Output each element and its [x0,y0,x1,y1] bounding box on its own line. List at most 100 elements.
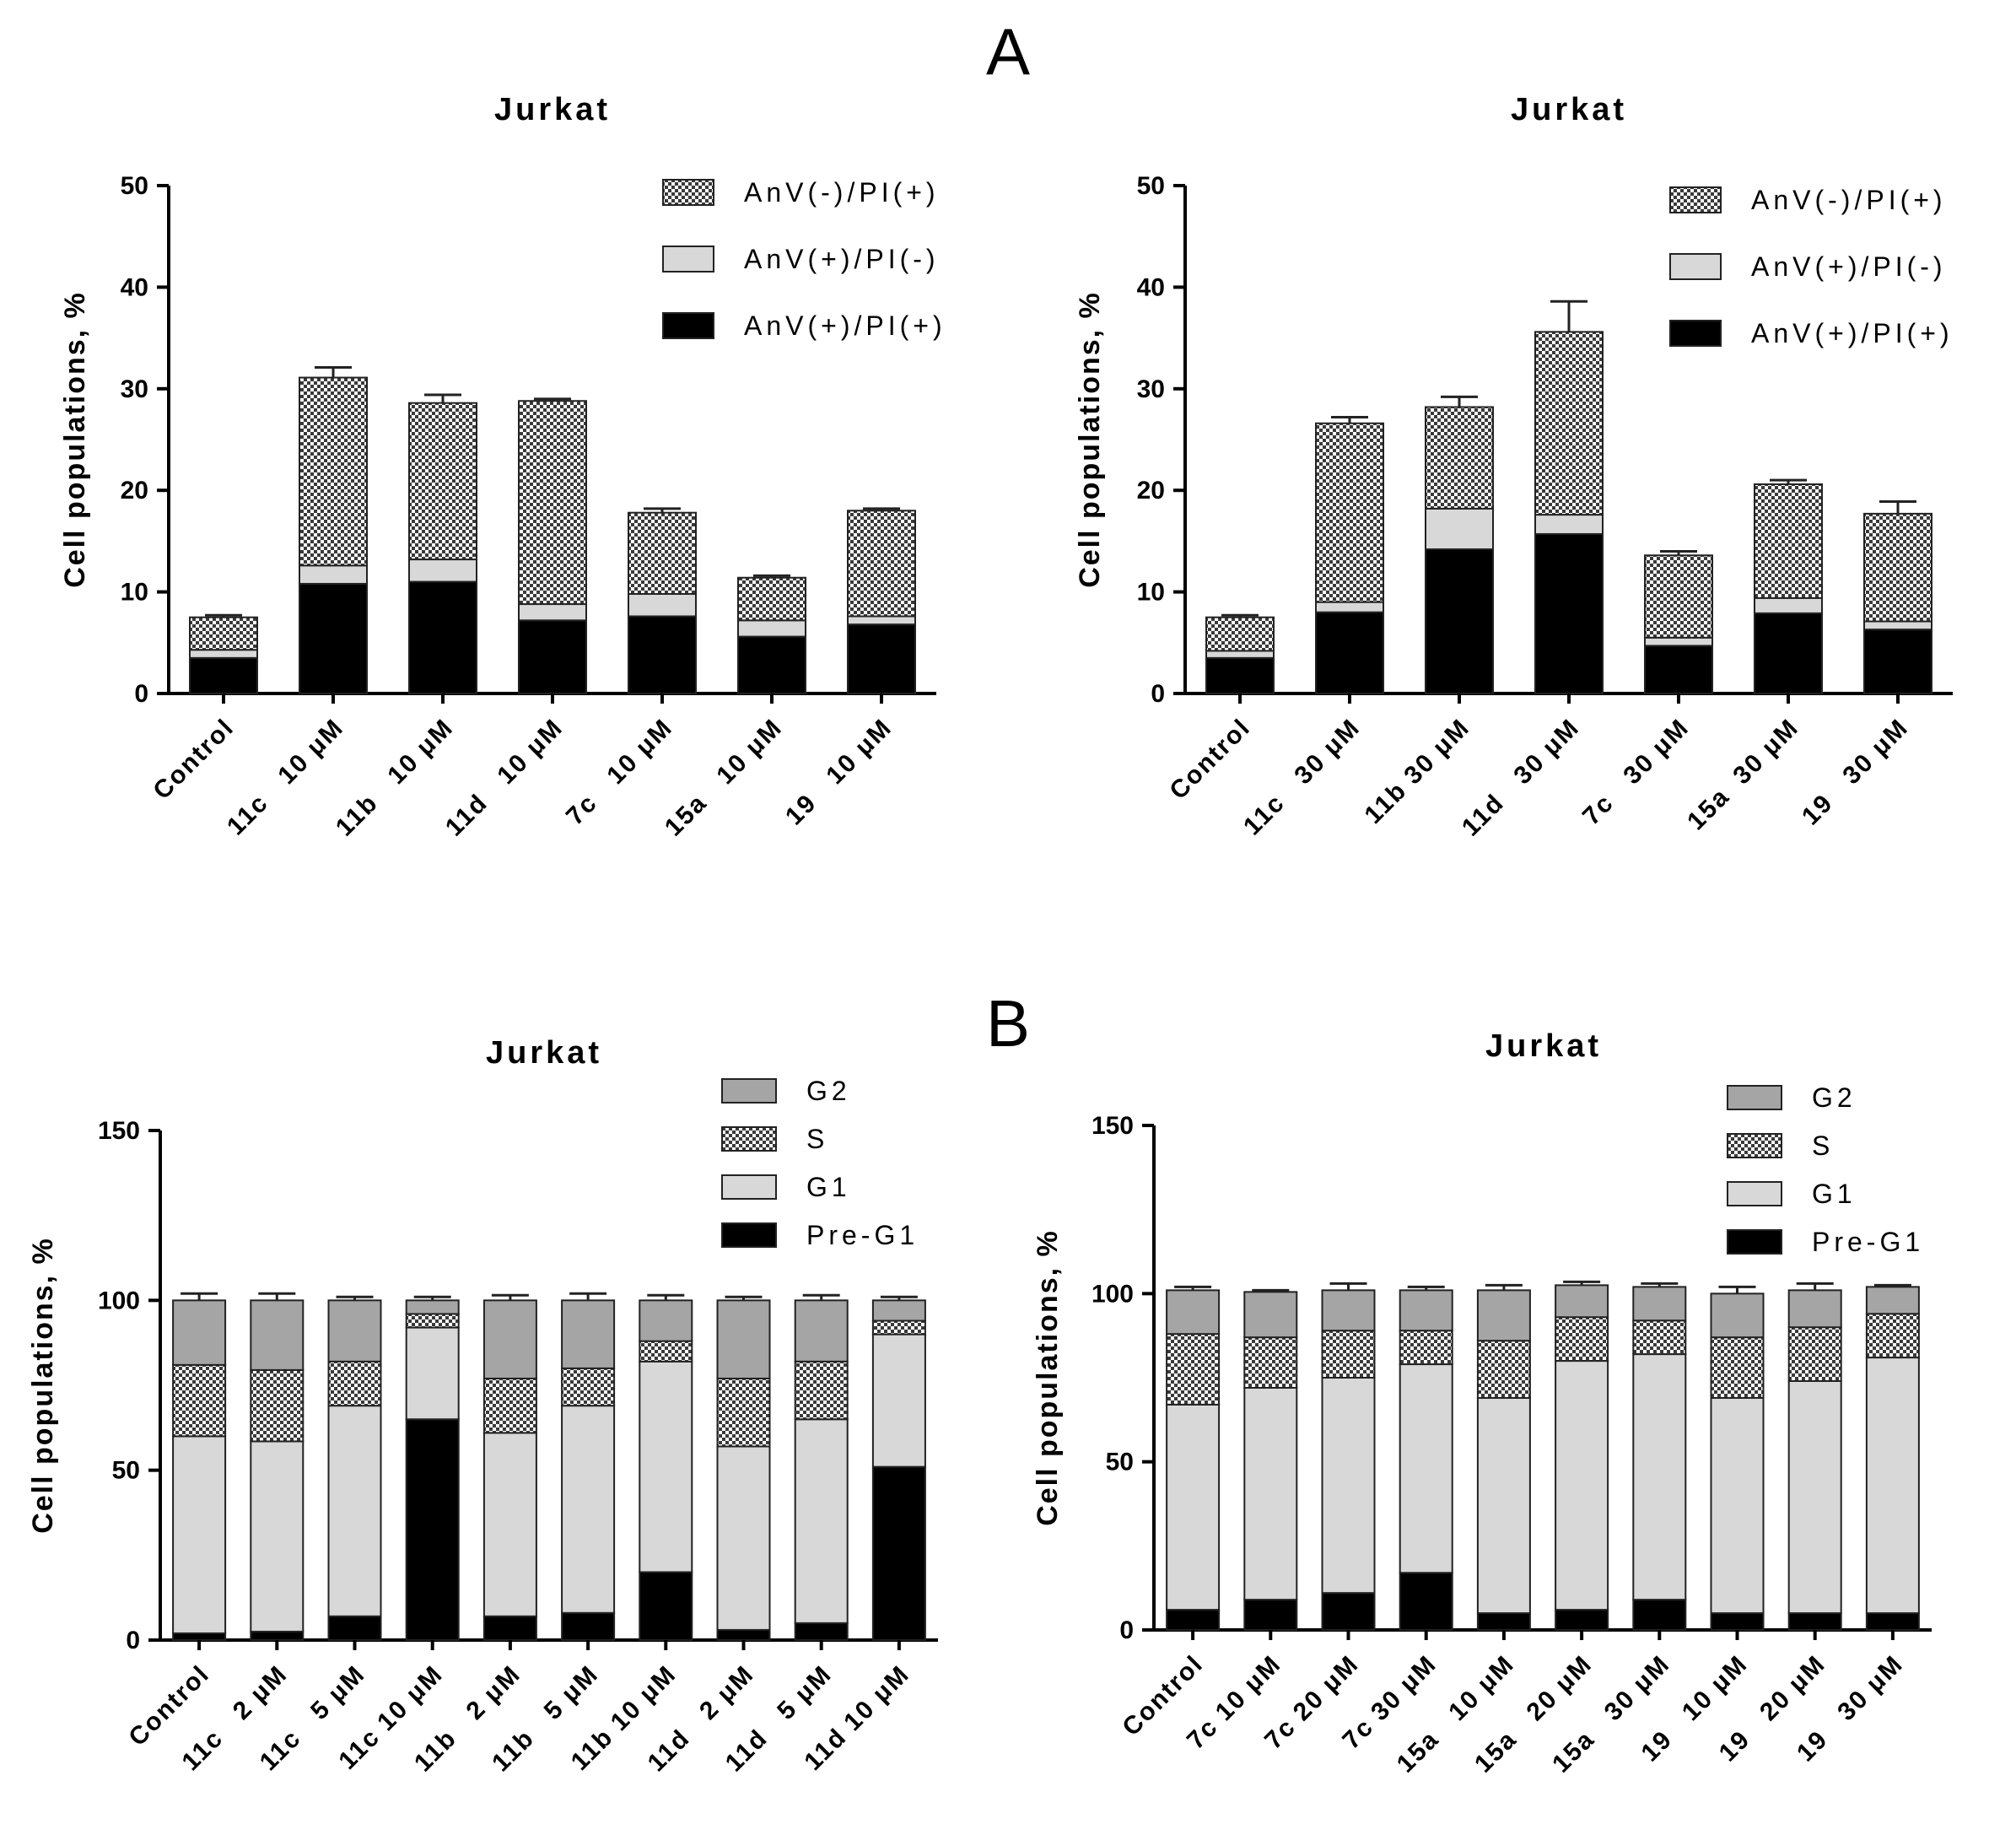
chart-a1-bar-anv-pi- [737,576,806,622]
chart-b2-bar-s [1710,1336,1765,1399]
chart-b1-bar-s [871,1319,926,1336]
chart-a2-y-tick-label: 20 [1137,477,1165,505]
chart-b2-bar-pre-g1 [1787,1612,1842,1631]
chart-a1-bar-anv-pi- [518,619,587,695]
chart-a2-title: Jurkat [1511,92,1627,127]
chart-b1-bar-g1 [327,1405,382,1617]
chart-b2-bar-g1 [1555,1360,1609,1611]
chart-a1-bar-anv-pi- [518,400,587,606]
chart-a1-y-tick-label: 20 [121,477,148,505]
chart-a1-y-tick-label: 0 [134,680,148,708]
chart-a2-legend-swatch [1669,320,1722,347]
chart-a2-bar-anv-pi- [1534,532,1604,694]
chart-a1-legend-label: AnV(+)/PI(+) [744,310,946,341]
chart-a2-y-tick-label: 10 [1137,579,1165,607]
chart-b2-y-tick-label: 0 [1119,1616,1134,1644]
chart-b1-y-tick-label: 100 [98,1287,140,1314]
chart-b2-bar-g1 [1321,1377,1376,1595]
chart-a2-y-tick-label: 0 [1151,680,1165,708]
chart-b1-bar-pre-g1 [405,1418,460,1642]
chart-b1-legend-swatch [721,1126,777,1152]
chart-a1-x-tick-label: 19 10 μM [780,714,897,831]
chart-b2-bar-g1 [1476,1396,1531,1615]
chart-a1-bar-anv-pi- [737,619,806,638]
chart-b2-legend-swatch [1727,1085,1782,1110]
chart-b1-bar-g1 [794,1418,849,1624]
chart-b1-bar-pre-g1 [561,1611,616,1641]
chart-b1-bar-s [250,1368,305,1443]
chart-b1-bar-g2 [639,1299,693,1342]
panel-label-b: B [986,986,1030,1060]
chart-b2-bar-s [1399,1330,1453,1366]
chart-a2-bar-anv-pi- [1863,512,1932,623]
chart-a2-x-tick-label: Control [1164,714,1256,806]
chart-b1-bar-g2 [327,1299,382,1363]
chart-b1-bar-pre-g1 [172,1632,227,1641]
chart-a1-legend-swatch [662,246,714,273]
chart-a2-legend-label: AnV(-)/PI(+) [1751,185,1947,215]
chart-b1-y-axis-label: Cell populations, % [27,1237,59,1534]
chart-a2-y-tick-label: 40 [1137,273,1165,301]
chart-b2-legend-swatch [1727,1229,1782,1255]
chart-b2-bar-s [1243,1336,1298,1389]
chart-b2-bar-pre-g1 [1710,1612,1765,1631]
chart-b1-bar-g1 [250,1440,305,1632]
chart-a1-bar-anv-pi- [628,593,697,618]
chart-b2-bar-g2 [1166,1289,1221,1336]
chart-b2-bar-g2 [1476,1289,1531,1342]
chart-a1-bar-anv-pi- [189,616,258,651]
chart-a1-x-tick-label: 11d 10 μM [440,714,569,842]
chart-b2-y-tick-label: 150 [1092,1112,1134,1140]
chart-b2-bar-g1 [1632,1353,1687,1601]
chart-b2-bar-g1 [1710,1396,1765,1615]
chart-b1-bar-g2 [561,1299,616,1369]
chart-b1-legend-label: G2 [806,1076,851,1106]
chart-b1-bar-g1 [871,1333,926,1468]
chart-b1-bar-pre-g1 [327,1615,382,1642]
chart-b1-bar-s [327,1360,382,1407]
chart-b1-legend-label: Pre-G1 [806,1220,919,1250]
chart-b2-bar-pre-g1 [1243,1599,1298,1631]
chart-b1-bar-g1 [172,1435,227,1634]
chart-a1-bar-anv-pi- [189,649,258,659]
chart-a1-legend-label: AnV(-)/PI(+) [744,177,940,208]
chart-b1-legend-swatch [721,1174,777,1200]
chart-b2-bar-g1 [1399,1363,1453,1574]
chart-b2-bar-s [1476,1340,1531,1399]
chart-b1-title: Jurkat [486,1035,602,1071]
chart-a2-bar-anv-pi- [1315,422,1384,603]
chart-b2-bar-g2 [1710,1292,1765,1339]
panel-label-a: A [986,14,1030,89]
chart-b2-bar-s [1555,1316,1609,1363]
chart-b2-legend-label: G1 [1812,1179,1857,1209]
chart-b1-legend-label: G1 [806,1172,851,1202]
chart-b2-bar-pre-g1 [1321,1592,1376,1631]
chart-b1-bar-g1 [482,1432,537,1617]
chart-a2-legend-label: AnV(+)/PI(-) [1751,251,1947,282]
chart-b1-y-tick-label: 150 [98,1117,140,1145]
chart-a2-y-tick-label: 30 [1137,375,1165,403]
chart-b1-bar-s [716,1377,771,1448]
chart-a1-legend-swatch [662,312,714,339]
chart-a1-x-tick-label: 15a 10 μM [660,714,788,842]
chart-b1-bar-pre-g1 [250,1630,305,1642]
chart-b2-title: Jurkat [1485,1028,1602,1064]
chart-a2-bar-anv-pi- [1644,645,1713,694]
chart-b2-legend-swatch [1727,1181,1782,1206]
chart-a2-bar-anv-pi- [1644,554,1713,639]
chart-a1-y-tick-label: 10 [121,579,148,607]
chart-b2-bar-pre-g1 [1865,1612,1920,1631]
chart-b1-bar-g2 [871,1299,926,1322]
chart-a2-legend-swatch [1669,253,1722,280]
chart-a1-bar-anv-pi- [518,603,587,622]
chart-a1-bar-anv-pi- [408,580,477,694]
chart-b2-bar-s [1632,1319,1687,1356]
chart-b1-y-tick-label: 50 [112,1457,140,1485]
chart-a1-title: Jurkat [494,92,611,127]
chart-a2-bar-anv-pi- [1205,656,1275,694]
chart-b2-bar-s [1166,1333,1221,1406]
chart-a2-bar-anv-pi- [1754,483,1823,599]
chart-a2-bar-anv-pi- [1754,612,1823,694]
chart-a1-legend-swatch [662,179,714,206]
